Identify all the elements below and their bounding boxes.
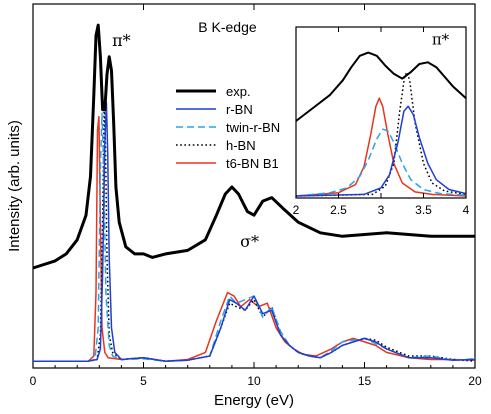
legend-label-t6-bn-b1: t6-BN B1	[226, 156, 279, 171]
inset-series-line-t6-bn-b1	[295, 97, 467, 197]
x-tick-label: 10	[247, 374, 261, 388]
x-tick-label: 0	[30, 374, 37, 388]
x-axis-label: Energy (eV)	[214, 392, 294, 409]
inset-x-tick-label: 3	[378, 203, 385, 217]
inset-plot-series	[295, 51, 467, 197]
legend-label-h-bn: h-BN	[226, 138, 256, 153]
series-line-exp	[32, 23, 475, 270]
annotation-sigma-star: σ*	[240, 232, 259, 251]
main-x-axis-ticks: 0 5 10 15 20	[30, 4, 482, 388]
legend-label-r-bn: r-BN	[226, 102, 253, 117]
inset-x-tick-label: 2	[293, 203, 300, 217]
annotation-pi-star: π*	[112, 31, 131, 50]
inset-series-line-exp	[295, 51, 467, 122]
x-tick-label: 5	[140, 374, 147, 388]
main-plot-annotations: B K-edge π* σ*	[112, 19, 259, 251]
inset-series-line-r-bn	[295, 105, 467, 197]
x-tick-label: 15	[358, 374, 372, 388]
inset-background	[296, 27, 466, 198]
inset-annotation-pi-star: π*	[432, 30, 450, 48]
inset-x-tick-label: 3.5	[415, 203, 432, 217]
inset-x-tick-label: 4	[463, 203, 470, 217]
inset-x-tick-label: 2.5	[330, 203, 347, 217]
legend-label-twin-r-bn: twin-r-BN	[226, 120, 280, 135]
annotation-b-k-edge: B K-edge	[198, 19, 257, 35]
x-tick-label: 20	[468, 374, 482, 388]
inset-x-axis-ticks: 2 2.5 3 3.5 4	[293, 27, 470, 217]
legend: exp. r-BN twin-r-BN h-BN t6-BN B1	[176, 84, 280, 171]
legend-label-exp: exp.	[226, 84, 251, 99]
main-plot-series	[32, 23, 476, 362]
series-line-r-bn	[33, 101, 476, 362]
inset-series-line-twin-r-bn	[295, 128, 467, 197]
inset-plot-annotations: π*	[432, 30, 450, 48]
y-axis-label: Intensity (arb. units)	[6, 120, 23, 252]
